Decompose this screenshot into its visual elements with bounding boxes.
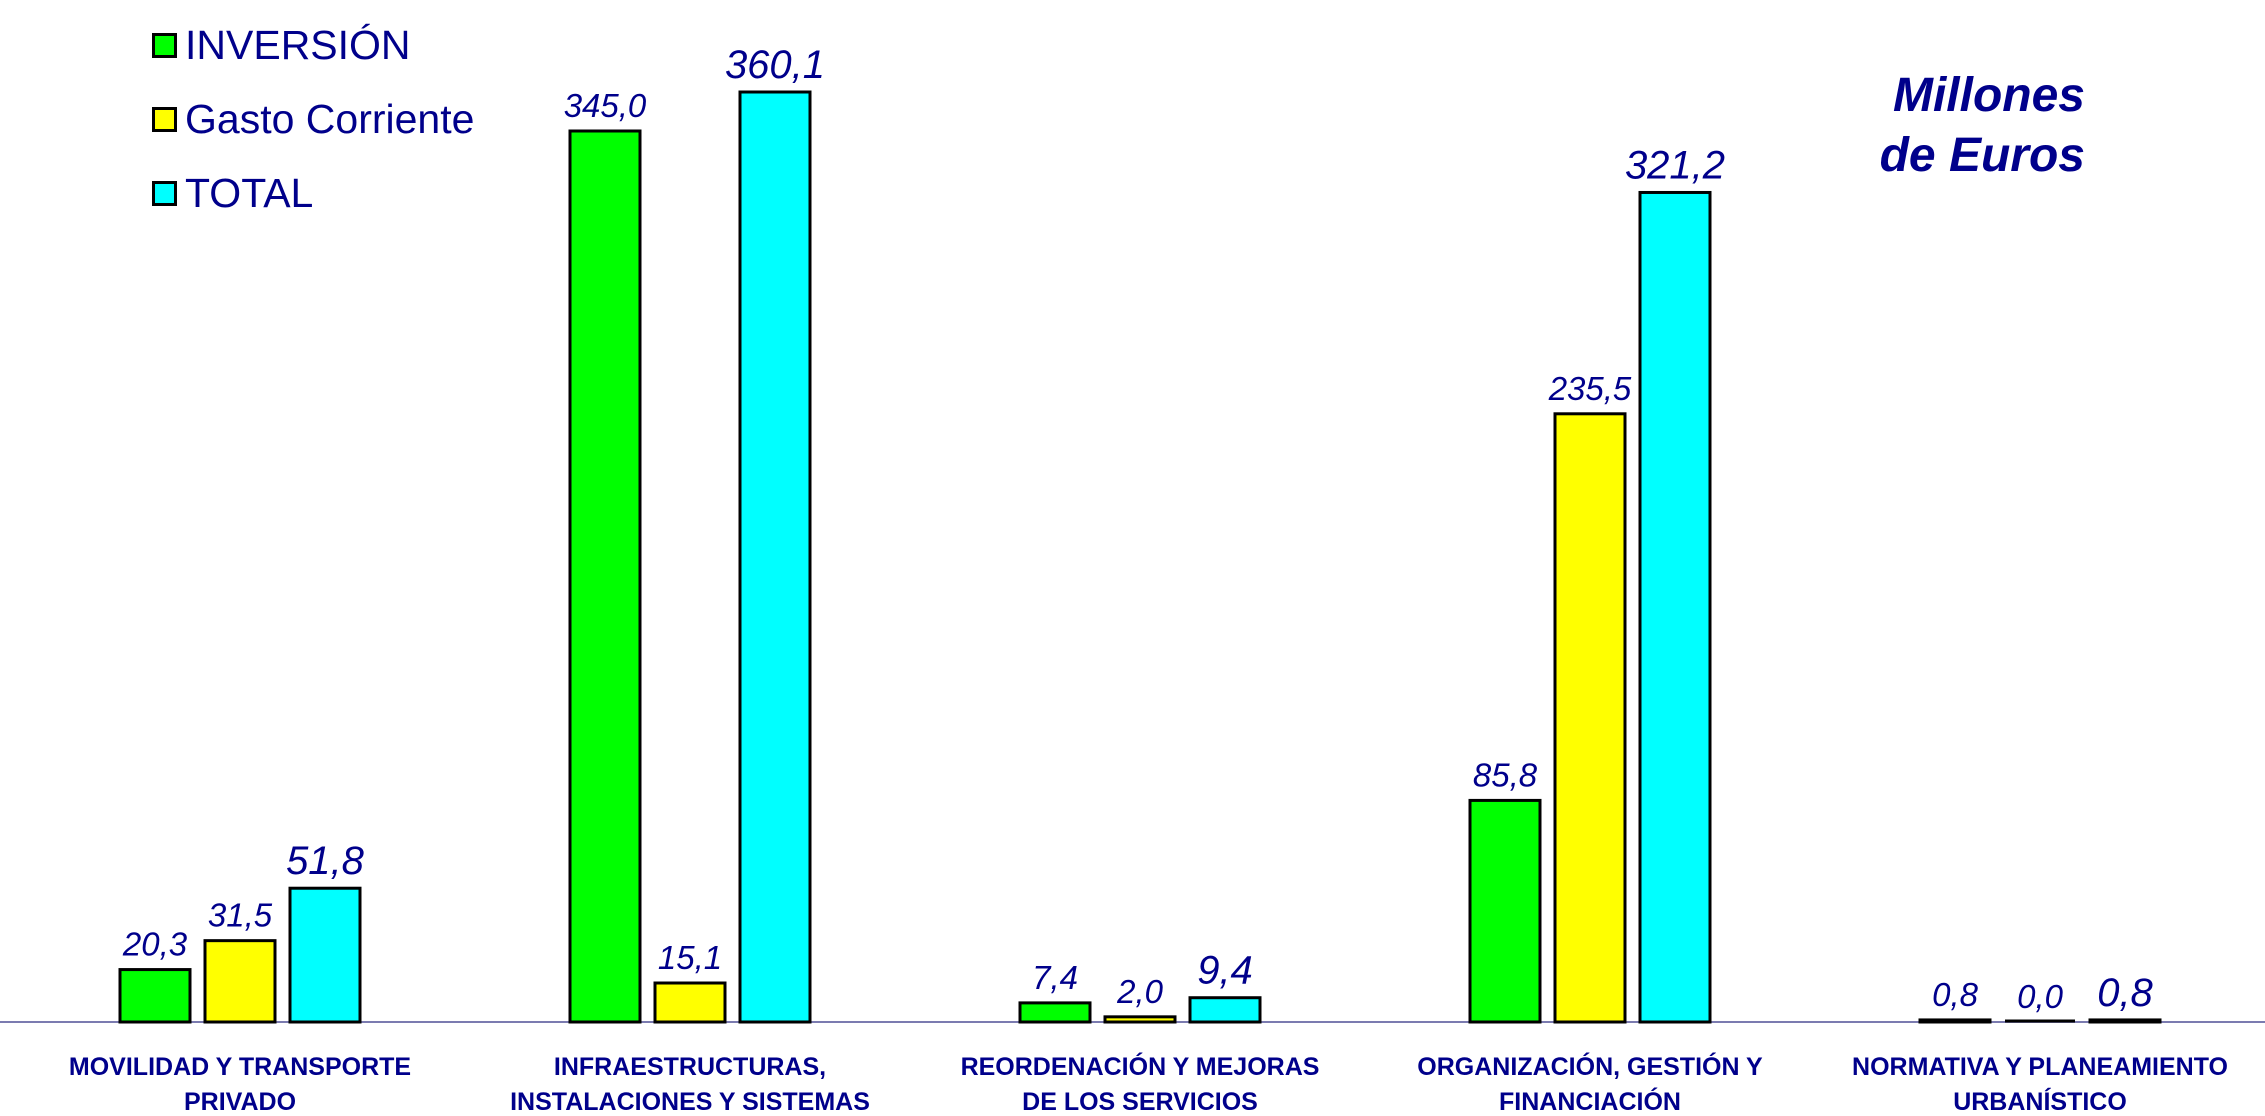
category-label-2-0: REORDENACIÓN Y MEJORAS <box>961 1051 1320 1081</box>
bar-2-1 <box>738 90 812 1024</box>
data-label-1-1: 15,1 <box>658 939 722 976</box>
category-label-3-1: FINANCIACIÓN <box>1499 1086 1681 1116</box>
category-label-1-0: INFRAESTRUCTURAS, <box>554 1053 826 1081</box>
legend-label-total: TOTAL <box>185 169 314 216</box>
bar-0-1 <box>568 129 642 1024</box>
data-label-2-2: 9,4 <box>1197 949 1253 993</box>
units-label-line-2: de Euros <box>1879 129 2085 182</box>
legend-swatch-total <box>152 180 177 206</box>
legend-swatch-gasto-corriente <box>152 106 177 132</box>
data-label-0-2: 7,4 <box>1032 959 1078 996</box>
category-label-0-1: PRIVADO <box>184 1088 296 1116</box>
units-label: Millones de Euros <box>1785 66 2085 186</box>
category-label-4-1: URBANÍSTICO <box>1953 1087 2127 1116</box>
data-label-1-3: 235,5 <box>1548 370 1632 407</box>
bar-1-1 <box>653 981 727 1024</box>
category-label-1-1: INSTALACIONES Y SISTEMAS <box>510 1088 870 1116</box>
bar-0-0 <box>118 968 192 1024</box>
data-label-2-0: 51,8 <box>286 839 365 883</box>
bar-2-2 <box>1188 996 1262 1024</box>
legend-label-inversion: INVERSIÓN <box>185 21 411 68</box>
data-label-1-4: 0,0 <box>2017 978 2064 1015</box>
data-label-1-0: 31,5 <box>208 897 273 934</box>
data-label-0-3: 85,8 <box>1473 756 1538 793</box>
units-label-line-1: Millones <box>1892 69 2085 122</box>
category-label-3-0: ORGANIZACIÓN, GESTIÓN Y <box>1417 1051 1763 1081</box>
legend-item-gasto-corriente: Gasto Corriente <box>152 82 474 156</box>
legend-swatch-inversion <box>152 32 177 58</box>
data-label-0-1: 345,0 <box>564 87 647 124</box>
legend: INVERSIÓN Gasto Corriente TOTAL <box>152 8 474 230</box>
category-label-2-1: DE LOS SERVICIOS <box>1022 1088 1258 1116</box>
data-label-2-3: 321,2 <box>1625 143 1725 187</box>
data-label-0-4: 0,8 <box>1932 976 1979 1013</box>
legend-item-inversion: INVERSIÓN <box>152 8 474 82</box>
bar-0-2 <box>1018 1001 1092 1024</box>
data-label-1-2: 2,0 <box>1116 973 1164 1010</box>
bar-1-2 <box>1103 1015 1177 1024</box>
category-label-4-0: NORMATIVA Y PLANEAMIENTO <box>1852 1053 2228 1081</box>
data-label-0-0: 20,3 <box>122 926 188 963</box>
data-label-2-4: 0,8 <box>2097 971 2153 1015</box>
bar-2-3 <box>1638 190 1712 1024</box>
bar-2-0 <box>288 886 362 1024</box>
legend-item-total: TOTAL <box>152 156 474 230</box>
bar-0-3 <box>1468 798 1542 1024</box>
legend-label-gasto-corriente: Gasto Corriente <box>185 95 475 142</box>
category-label-0-0: MOVILIDAD Y TRANSPORTE <box>69 1053 411 1081</box>
bar-1-3 <box>1553 412 1627 1024</box>
data-label-2-1: 360,1 <box>725 43 825 87</box>
bar-1-0 <box>203 939 277 1024</box>
